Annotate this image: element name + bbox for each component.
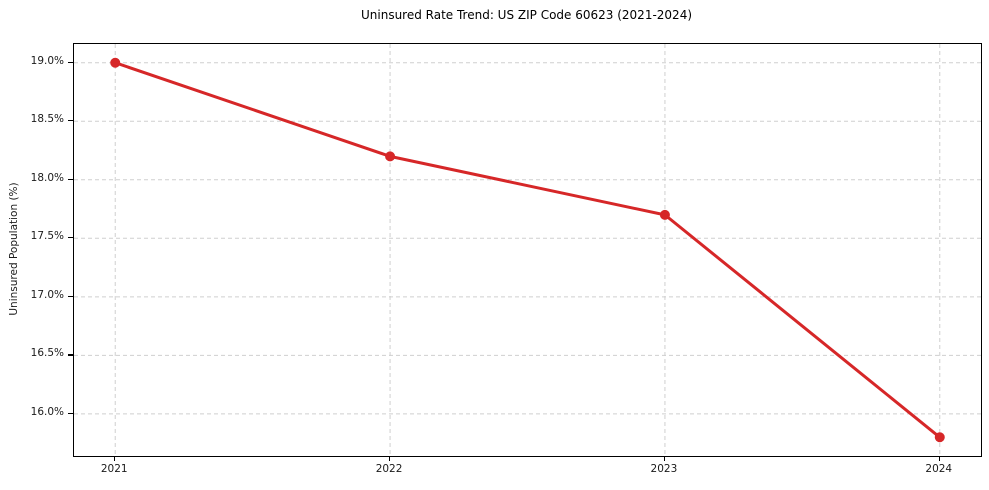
- y-tick-label: 19.0%: [30, 54, 64, 67]
- data-point: [659, 209, 670, 220]
- y-tick-label: 17.0%: [30, 288, 64, 301]
- x-tick-mark: [389, 456, 391, 462]
- data-point: [110, 57, 121, 68]
- y-tick-mark: [68, 120, 73, 122]
- line-chart-svg: [74, 44, 981, 456]
- x-tick-label: 2024: [925, 463, 953, 475]
- x-tick-mark: [114, 456, 116, 462]
- y-tick-mark: [68, 354, 73, 356]
- data-point: [385, 151, 396, 162]
- y-tick-mark: [68, 412, 73, 415]
- x-tick-label: 2022: [375, 463, 403, 475]
- y-tick-mark: [68, 237, 73, 239]
- x-tick-mark: [663, 456, 666, 462]
- y-tick-label: 18.5%: [30, 113, 64, 126]
- plot-area: [73, 43, 982, 457]
- x-tick-mark: [938, 456, 940, 462]
- chart-title: Uninsured Rate Trend: US ZIP Code 60623 …: [360, 8, 693, 22]
- x-tick-label: 2023: [650, 463, 678, 475]
- y-tick-label: 17.5%: [30, 230, 64, 243]
- x-tick-label: 2021: [100, 463, 128, 475]
- y-tick-mark: [68, 61, 73, 63]
- y-tick-label: 16.0%: [30, 405, 64, 418]
- trend-line: [113, 61, 942, 439]
- y-tick-mark: [68, 295, 73, 297]
- y-tick-mark: [68, 178, 73, 180]
- y-tick-label: 18.0%: [30, 171, 64, 184]
- data-point: [934, 432, 945, 443]
- y-tick-label: 16.5%: [30, 347, 64, 360]
